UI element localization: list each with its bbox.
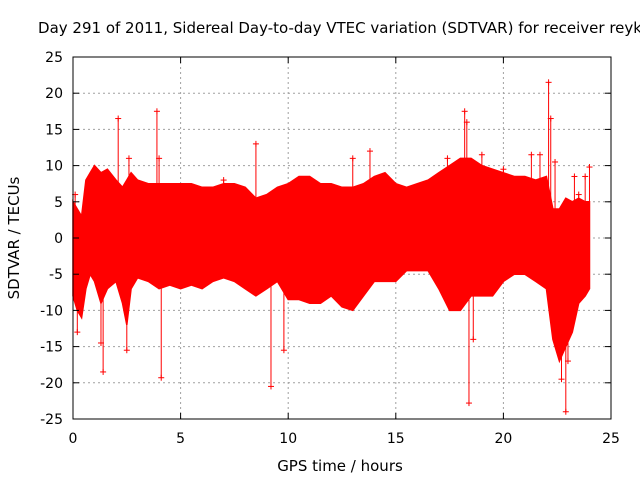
data-point (536, 151, 543, 158)
y-axis-ticks: -25 -20 -15 -10 -5 0 5 10 15 20 25 (40, 50, 611, 428)
y-tick-label: -20 (40, 376, 63, 392)
y-tick-label: 0 (54, 231, 63, 247)
data-point (545, 79, 552, 86)
data-point (156, 155, 163, 162)
data-point (252, 140, 259, 147)
data-point (575, 191, 582, 198)
y-tick-label: 5 (54, 195, 63, 211)
y-tick-label: 20 (45, 86, 63, 102)
data-point (444, 155, 451, 162)
data-point (528, 151, 535, 158)
data-point (586, 164, 593, 171)
data-point (562, 408, 569, 415)
x-tick-label: 15 (387, 431, 405, 447)
y-tick-label: -25 (40, 412, 63, 428)
data-point (74, 329, 81, 336)
x-tick-label: 5 (176, 431, 185, 447)
data-point (478, 151, 485, 158)
data-point (267, 383, 274, 390)
data-point (571, 173, 578, 180)
data-point (582, 173, 589, 180)
data-point (470, 336, 477, 343)
x-tick-label: 0 (69, 431, 78, 447)
data-point (552, 158, 559, 165)
y-axis-label: SDTVAR / TECUs (5, 176, 23, 299)
x-axis-label: GPS time / hours (277, 457, 403, 475)
chart-title: Day 291 of 2011, Sidereal Day-to-day VTE… (38, 19, 640, 37)
data-envelope (72, 157, 591, 364)
data-point (463, 119, 470, 126)
data-point (153, 108, 160, 115)
y-tick-label: -15 (40, 340, 63, 356)
x-tick-label: 20 (494, 431, 512, 447)
y-tick-label: 10 (45, 159, 63, 175)
data-point (461, 108, 468, 115)
series-sdtvar-band (72, 157, 591, 364)
data-point (97, 339, 104, 346)
data-point (158, 374, 165, 381)
y-tick-label: 15 (45, 122, 63, 138)
data-point (349, 155, 356, 162)
data-point (125, 155, 132, 162)
data-point (564, 358, 571, 365)
x-tick-label: 25 (602, 431, 620, 447)
data-point (558, 376, 565, 383)
data-point (465, 400, 472, 407)
y-tick-label: -10 (40, 303, 63, 319)
data-point (220, 177, 227, 184)
y-tick-label: 25 (45, 50, 63, 66)
data-points (72, 79, 593, 415)
data-point (366, 148, 373, 155)
y-tick-label: -5 (49, 267, 63, 283)
data-point (280, 347, 287, 354)
data-point (123, 347, 130, 354)
x-tick-label: 10 (279, 431, 297, 447)
data-point (547, 115, 554, 122)
data-point (100, 368, 107, 375)
data-point (115, 115, 122, 122)
x-axis-ticks: 0 5 10 15 20 25 (69, 57, 620, 447)
data-point (500, 166, 507, 173)
